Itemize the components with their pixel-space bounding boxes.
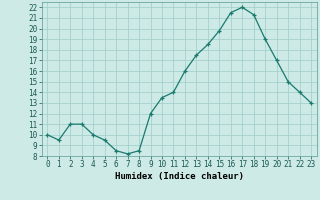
X-axis label: Humidex (Indice chaleur): Humidex (Indice chaleur)	[115, 172, 244, 181]
